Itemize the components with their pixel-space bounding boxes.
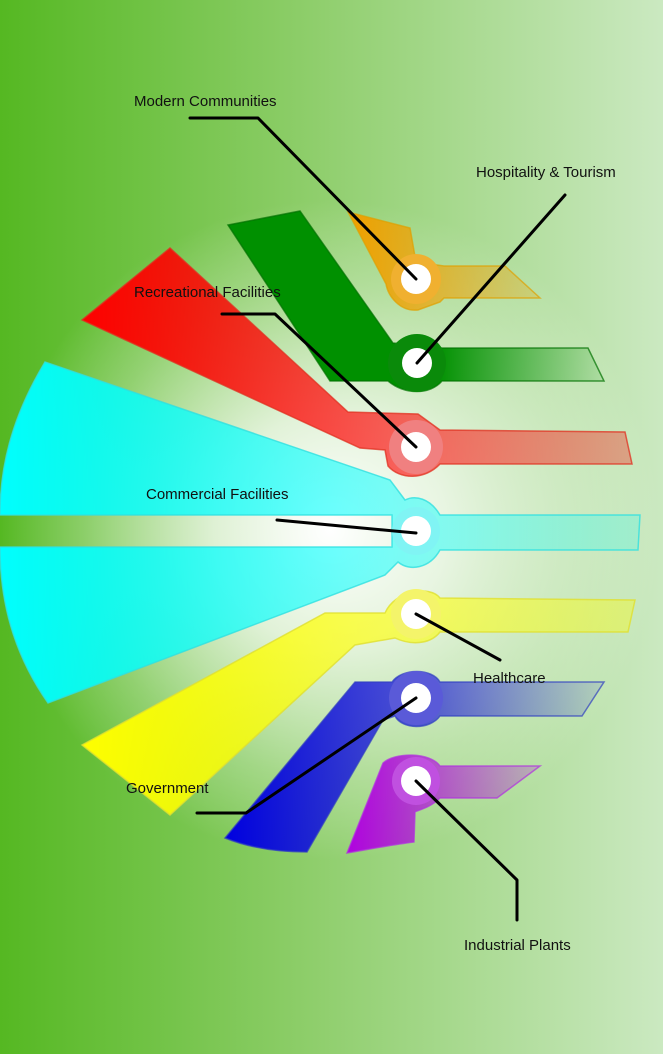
connector-recreational-facilities xyxy=(220,312,418,449)
connector-commercial-facilities xyxy=(275,518,418,535)
node-commercial-facilities xyxy=(401,516,431,546)
label-healthcare: Healthcare xyxy=(473,670,546,687)
connector-modern-communities xyxy=(188,116,418,281)
label-recreational-facilities: Recreational Facilities xyxy=(134,284,281,301)
connector-lines xyxy=(188,116,567,922)
label-commercial-facilities: Commercial Facilities xyxy=(146,486,289,503)
connector-healthcare xyxy=(414,612,502,662)
label-industrial-plants: Industrial Plants xyxy=(464,937,571,954)
connector-hospitality-tourism xyxy=(415,193,567,365)
label-hospitality-tourism: Hospitality & Tourism xyxy=(476,164,616,181)
label-modern-communities: Modern Communities xyxy=(134,93,277,110)
connector-industrial-plants xyxy=(414,779,519,922)
connector-government xyxy=(195,696,418,815)
label-government: Government xyxy=(126,780,209,797)
sector-commercial-facilities xyxy=(0,361,641,704)
